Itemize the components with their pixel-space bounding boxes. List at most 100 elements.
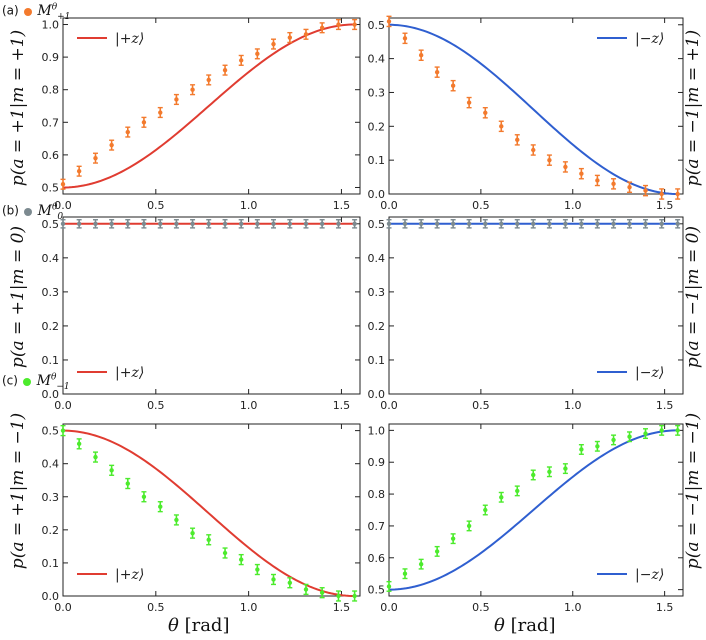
data-point bbox=[255, 567, 260, 572]
data-point bbox=[643, 221, 648, 227]
plot-frame-c-right bbox=[388, 423, 684, 597]
data-point bbox=[499, 221, 504, 227]
y-tick-label: 1.0 bbox=[42, 19, 60, 32]
data-point bbox=[402, 571, 408, 576]
data-point bbox=[319, 221, 325, 227]
x-tick-label: 1.0 bbox=[564, 399, 582, 412]
data-point bbox=[76, 168, 82, 174]
data-point bbox=[206, 537, 211, 542]
y-axis-label-c-right: p(a = −1|m = −1) bbox=[683, 412, 703, 570]
data-point bbox=[659, 428, 664, 433]
data-point bbox=[158, 110, 163, 115]
operator-symbol: Mθ+1 bbox=[37, 2, 71, 22]
data-point bbox=[141, 120, 147, 125]
y-tick-label: 0.6 bbox=[42, 149, 60, 162]
y-tick-label: 0.3 bbox=[368, 286, 386, 299]
y-tick-label: 0.5 bbox=[42, 218, 60, 231]
data-point bbox=[595, 221, 600, 227]
data-point bbox=[109, 468, 114, 473]
x-tick-label: 1.5 bbox=[656, 399, 674, 412]
x-tick-label: 0.0 bbox=[54, 199, 72, 212]
x-tick-label: 0.5 bbox=[147, 601, 165, 614]
data-point bbox=[125, 221, 130, 227]
data-point bbox=[402, 221, 408, 227]
x-tick-label: 0.0 bbox=[380, 399, 398, 412]
data-point bbox=[141, 221, 147, 227]
y-tick-label: 0.3 bbox=[368, 86, 386, 99]
y-tick-label: 0.9 bbox=[42, 51, 60, 64]
data-point bbox=[287, 221, 293, 227]
y-tick-label: 0.5 bbox=[42, 425, 60, 438]
x-tick-label: 0.0 bbox=[380, 601, 398, 614]
data-point bbox=[222, 67, 228, 73]
y-tick-label: 0.4 bbox=[368, 252, 386, 265]
data-point bbox=[190, 87, 195, 92]
y-tick-label: 0.3 bbox=[42, 491, 60, 504]
x-tick-label: 0.5 bbox=[147, 399, 165, 412]
data-point bbox=[109, 221, 114, 227]
data-point bbox=[563, 164, 568, 170]
legend-label: |+z⟩ bbox=[115, 567, 144, 583]
panel-tag: (b) bbox=[2, 203, 19, 218]
x-tick-label: 1.5 bbox=[656, 199, 674, 212]
data-point bbox=[255, 221, 260, 227]
data-point bbox=[319, 25, 325, 30]
x-tick-label: 1.0 bbox=[240, 399, 258, 412]
data-point bbox=[627, 221, 632, 227]
data-point bbox=[271, 41, 276, 47]
x-tick-label: 0.0 bbox=[54, 601, 72, 614]
plot-frame-a-left bbox=[62, 17, 361, 195]
y-tick-label: 0.8 bbox=[368, 488, 386, 501]
x-tick-label: 1.5 bbox=[333, 199, 351, 212]
data-point bbox=[643, 431, 648, 436]
theory-curve-a-right bbox=[388, 23, 678, 195]
y-tick-label: 0.2 bbox=[42, 524, 60, 537]
marker-dot-icon bbox=[23, 7, 32, 16]
data-point bbox=[466, 523, 472, 529]
y-tick-label: 0.2 bbox=[368, 320, 386, 333]
data-point bbox=[109, 142, 114, 148]
y-tick-label: 0.6 bbox=[368, 552, 386, 565]
data-point bbox=[190, 221, 195, 227]
data-point bbox=[595, 444, 600, 449]
data-point bbox=[271, 221, 276, 227]
data-point bbox=[434, 221, 440, 227]
plot-frame-b-left bbox=[62, 216, 361, 395]
plot-frame-a-right bbox=[388, 17, 684, 195]
y-tick-label: 0.8 bbox=[42, 84, 60, 97]
data-point bbox=[579, 221, 584, 227]
data-point bbox=[611, 181, 616, 187]
x-tick-label: 0.5 bbox=[472, 601, 490, 614]
data-point bbox=[434, 69, 440, 75]
marker-dot-icon bbox=[22, 377, 31, 386]
data-point bbox=[271, 577, 276, 582]
data-point bbox=[563, 466, 568, 471]
x-axis-label-left: θ [rad] bbox=[168, 615, 230, 636]
y-tick-label: 0.4 bbox=[42, 252, 60, 265]
data-point bbox=[675, 428, 680, 433]
data-point bbox=[60, 221, 66, 227]
y-axis-label-a-left: p(a = +1|m = +1) bbox=[8, 29, 28, 187]
data-point bbox=[386, 19, 392, 24]
data-point bbox=[336, 221, 341, 227]
y-axis-label-b-left: p(a = +1|m = 0) bbox=[8, 225, 28, 369]
y-tick-label: 0.0 bbox=[42, 590, 60, 603]
y-axis-label-a-right: p(a = −1|m = +1) bbox=[683, 29, 703, 187]
data-point bbox=[627, 185, 632, 190]
data-point bbox=[466, 100, 472, 105]
theory-curve-c-right bbox=[388, 429, 678, 591]
y-axis-label-c-left: p(a = +1|m = −1) bbox=[8, 412, 28, 570]
x-tick-label: 1.0 bbox=[240, 199, 258, 212]
x-tick-label: 1.5 bbox=[656, 601, 674, 614]
data-point bbox=[93, 155, 98, 161]
x-tick-label: 0.5 bbox=[472, 399, 490, 412]
y-tick-label: 0.5 bbox=[368, 19, 386, 32]
data-point bbox=[531, 472, 536, 478]
data-point bbox=[206, 77, 211, 83]
y-tick-label: 0.1 bbox=[368, 354, 386, 367]
marker-dot-icon bbox=[23, 207, 32, 216]
data-point bbox=[579, 171, 584, 176]
y-tick-label: 0.0 bbox=[368, 388, 386, 401]
y-tick-label: 0.2 bbox=[42, 320, 60, 333]
y-tick-label: 0.4 bbox=[42, 458, 60, 471]
